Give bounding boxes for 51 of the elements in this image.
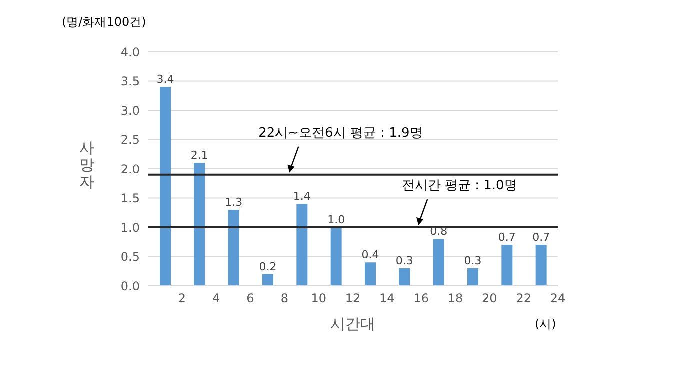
- data-label: 0.3: [464, 254, 482, 268]
- y-axis-title: 사망자: [78, 139, 96, 191]
- y-tick-label: 2.5: [120, 133, 140, 148]
- ref-line-label: 전시간 평균 : 1.0명: [402, 178, 518, 194]
- data-label: 0.3: [396, 254, 414, 268]
- x-tick-label: 14: [380, 292, 395, 306]
- data-label: 0.7: [498, 231, 516, 244]
- data-label: 0.7: [532, 231, 550, 244]
- y-tick-label: 4.0: [120, 45, 140, 60]
- y-tick-label: 0.5: [120, 250, 140, 264]
- y-tick-label: 0.0: [120, 279, 140, 294]
- x-tick-label: 16: [414, 292, 429, 306]
- x-tick-label: 24: [550, 292, 566, 306]
- x-tick-label: 18: [448, 292, 464, 306]
- y-tick-label: 1.0: [120, 220, 140, 235]
- ref-line-label: 22시~오전6시 평균 : 1.9명: [258, 126, 423, 141]
- bar: [296, 204, 308, 286]
- bar: [468, 268, 478, 286]
- text: (시): [535, 316, 556, 333]
- x-tick-label: 22: [516, 292, 532, 306]
- data-label: 0.4: [362, 248, 380, 262]
- bar: [536, 245, 547, 286]
- data-label: 1.4: [293, 190, 311, 204]
- bar: [160, 87, 171, 286]
- bar: [433, 239, 444, 286]
- x-tick-label: 6: [246, 292, 254, 306]
- bar: [262, 274, 274, 286]
- x-tick-label: 10: [311, 292, 326, 306]
- data-label: 1.3: [225, 196, 243, 209]
- x-tick-label: 12: [345, 292, 361, 306]
- y-tick-label: 3.0: [120, 104, 140, 118]
- data-label: 0.8: [430, 225, 448, 238]
- x-tick-label: 20: [482, 292, 498, 306]
- text: (명/화재100건): [62, 14, 146, 31]
- y-tick-label: 1.5: [120, 192, 140, 206]
- data-label: 3.4: [156, 73, 174, 86]
- bar: [194, 163, 206, 286]
- x-tick-label: 2: [178, 292, 186, 306]
- bar: [228, 210, 240, 286]
- x-tick-label: 4: [212, 292, 220, 306]
- data-label: 0.2: [259, 260, 277, 274]
- y-tick-label: 3.5: [120, 74, 140, 89]
- bar: [365, 262, 376, 286]
- data-label: 2.1: [190, 149, 208, 162]
- bar: [502, 245, 513, 286]
- y-tick-label: 2.0: [120, 162, 140, 176]
- x-axis-title: 시간대: [330, 315, 376, 333]
- bar: [330, 228, 342, 286]
- data-label: 1.0: [328, 214, 346, 226]
- bar: [399, 268, 410, 286]
- x-tick-label: 8: [280, 292, 288, 306]
